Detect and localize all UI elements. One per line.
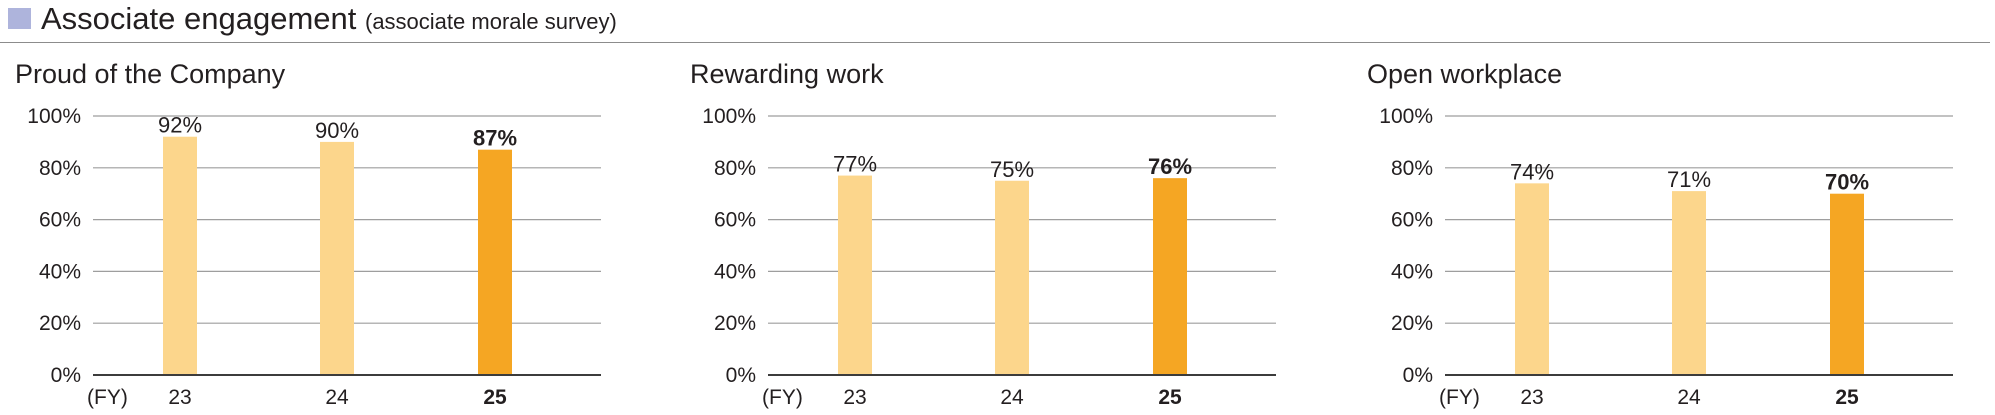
bar bbox=[995, 180, 1029, 375]
header-divider bbox=[0, 42, 1990, 43]
bar bbox=[838, 175, 872, 375]
data-label: 92% bbox=[158, 113, 202, 138]
section-marker-icon bbox=[8, 8, 31, 29]
y-tick-label: 80% bbox=[39, 157, 81, 180]
y-tick-label: 60% bbox=[1391, 209, 1433, 232]
data-label: 70% bbox=[1825, 170, 1869, 195]
bar bbox=[1672, 191, 1706, 375]
x-tick-label: 23 bbox=[168, 386, 191, 409]
y-tick-label: 40% bbox=[714, 260, 756, 283]
x-axis-unit: (FY) bbox=[87, 386, 128, 409]
x-tick-label: 25 bbox=[1835, 386, 1859, 409]
y-tick-label: 60% bbox=[714, 209, 756, 232]
x-tick-label: 25 bbox=[1158, 386, 1182, 409]
y-tick-label: 20% bbox=[714, 312, 756, 335]
data-label: 90% bbox=[315, 118, 359, 143]
chart-panel-2: Rewarding work 0% 20% 40% 60% 80% 100% 77% 23 75%… bbox=[690, 59, 1276, 409]
section-title: Associate engagement (associate morale s… bbox=[41, 0, 617, 41]
y-tick-label: 100% bbox=[1379, 105, 1433, 128]
y-tick-label: 100% bbox=[27, 105, 81, 128]
bar bbox=[320, 141, 354, 375]
section-title-text: Associate engagement bbox=[41, 1, 357, 36]
y-tick-label: 80% bbox=[1391, 157, 1433, 180]
y-tick-label: 40% bbox=[1391, 260, 1433, 283]
x-tick-label: 23 bbox=[1520, 386, 1543, 409]
bar bbox=[1515, 183, 1549, 375]
bar bbox=[478, 149, 512, 375]
y-tick-label: 80% bbox=[714, 157, 756, 180]
x-axis-unit: (FY) bbox=[762, 386, 803, 409]
chart-panel-3: Open workplace 0% 20% 40% 60% 80% 100% 74% 23 71%… bbox=[1367, 59, 1953, 409]
x-axis-unit: (FY) bbox=[1439, 386, 1480, 409]
chart-title: Proud of the Company bbox=[15, 59, 286, 89]
data-label: 75% bbox=[990, 157, 1034, 182]
y-tick-label: 40% bbox=[39, 260, 81, 283]
bar bbox=[1830, 193, 1864, 375]
chart-title: Open workplace bbox=[1367, 59, 1562, 89]
chart-title: Rewarding work bbox=[690, 59, 884, 89]
data-label: 76% bbox=[1148, 154, 1192, 179]
data-label: 74% bbox=[1510, 159, 1554, 184]
x-tick-label: 25 bbox=[483, 386, 507, 409]
section-header: Associate engagement (associate morale s… bbox=[0, 0, 1995, 44]
x-tick-label: 23 bbox=[843, 386, 866, 409]
y-tick-label: 20% bbox=[1391, 312, 1433, 335]
y-tick-label: 0% bbox=[51, 364, 81, 387]
bar bbox=[1153, 178, 1187, 375]
y-tick-label: 0% bbox=[1403, 364, 1433, 387]
bar bbox=[163, 136, 197, 375]
y-tick-label: 60% bbox=[39, 209, 81, 232]
y-tick-label: 20% bbox=[39, 312, 81, 335]
data-label: 71% bbox=[1667, 167, 1711, 192]
x-tick-label: 24 bbox=[1677, 386, 1701, 409]
y-tick-label: 0% bbox=[726, 364, 756, 387]
data-label: 77% bbox=[833, 152, 877, 177]
chart-panel-1: Proud of the Company 0% 20% 40% 60% 80% 100% 92… bbox=[15, 59, 601, 409]
x-tick-label: 24 bbox=[325, 386, 349, 409]
y-tick-label: 100% bbox=[702, 105, 756, 128]
section-subtitle: (associate morale survey) bbox=[365, 9, 617, 34]
data-label: 87% bbox=[473, 126, 517, 151]
x-tick-label: 24 bbox=[1000, 386, 1024, 409]
